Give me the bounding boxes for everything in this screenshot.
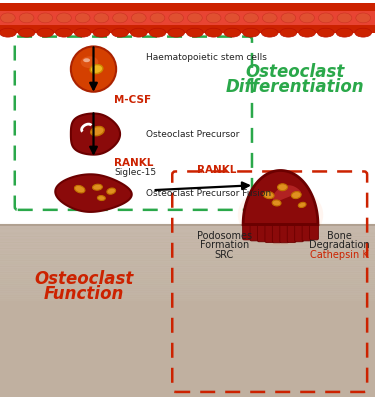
Ellipse shape xyxy=(319,13,333,23)
Ellipse shape xyxy=(261,28,278,37)
Ellipse shape xyxy=(131,13,146,23)
Ellipse shape xyxy=(262,13,277,23)
Ellipse shape xyxy=(130,28,147,37)
Text: Cathepsin K: Cathepsin K xyxy=(310,250,369,260)
Text: Function: Function xyxy=(43,284,124,302)
Ellipse shape xyxy=(168,28,184,37)
Text: Osteoclast Precursor Fusion: Osteoclast Precursor Fusion xyxy=(146,189,271,198)
Ellipse shape xyxy=(206,13,221,23)
Ellipse shape xyxy=(37,28,54,37)
Ellipse shape xyxy=(278,184,287,191)
Ellipse shape xyxy=(19,13,34,23)
Ellipse shape xyxy=(238,184,323,245)
Text: Siglec-15: Siglec-15 xyxy=(114,168,156,177)
Ellipse shape xyxy=(224,28,241,37)
Ellipse shape xyxy=(57,13,71,23)
Ellipse shape xyxy=(38,13,53,23)
Ellipse shape xyxy=(263,192,274,198)
Polygon shape xyxy=(71,114,120,155)
Ellipse shape xyxy=(98,196,105,200)
FancyBboxPatch shape xyxy=(272,221,281,243)
FancyBboxPatch shape xyxy=(302,221,311,241)
Ellipse shape xyxy=(149,28,166,37)
Ellipse shape xyxy=(355,28,371,37)
Text: Bone: Bone xyxy=(327,232,352,242)
Text: Formation: Formation xyxy=(200,240,249,250)
Ellipse shape xyxy=(272,200,281,206)
Polygon shape xyxy=(273,185,301,203)
Text: Osteoclast Precursor: Osteoclast Precursor xyxy=(146,130,239,138)
Polygon shape xyxy=(0,225,375,397)
FancyBboxPatch shape xyxy=(15,37,252,210)
Text: Osteoclast: Osteoclast xyxy=(34,270,133,288)
Ellipse shape xyxy=(356,13,371,23)
Text: Degradation: Degradation xyxy=(309,240,370,250)
Ellipse shape xyxy=(243,13,258,23)
FancyBboxPatch shape xyxy=(265,221,274,242)
Text: SRC: SRC xyxy=(215,250,234,260)
FancyBboxPatch shape xyxy=(309,221,319,240)
Ellipse shape xyxy=(81,56,98,68)
Ellipse shape xyxy=(113,13,128,23)
Ellipse shape xyxy=(94,13,109,23)
Ellipse shape xyxy=(187,28,203,37)
Polygon shape xyxy=(0,3,375,33)
Ellipse shape xyxy=(75,13,90,23)
Text: RANKL: RANKL xyxy=(114,158,154,168)
FancyBboxPatch shape xyxy=(250,221,259,241)
FancyBboxPatch shape xyxy=(243,221,251,240)
Ellipse shape xyxy=(280,28,297,37)
Ellipse shape xyxy=(107,188,115,194)
Ellipse shape xyxy=(205,28,222,37)
Ellipse shape xyxy=(291,192,301,198)
Ellipse shape xyxy=(299,28,315,37)
Polygon shape xyxy=(243,170,318,225)
Ellipse shape xyxy=(0,28,16,37)
Ellipse shape xyxy=(336,28,353,37)
Ellipse shape xyxy=(0,13,15,23)
Text: Haematopoietic stem cells: Haematopoietic stem cells xyxy=(146,53,267,62)
Ellipse shape xyxy=(250,193,311,236)
Text: Osteoclast: Osteoclast xyxy=(246,63,345,81)
Ellipse shape xyxy=(90,64,103,74)
Ellipse shape xyxy=(243,28,259,37)
Ellipse shape xyxy=(75,186,85,193)
FancyBboxPatch shape xyxy=(280,221,289,243)
FancyBboxPatch shape xyxy=(295,221,304,242)
Ellipse shape xyxy=(298,202,306,208)
Ellipse shape xyxy=(93,184,102,190)
Text: Podosomes: Podosomes xyxy=(197,232,252,242)
Ellipse shape xyxy=(150,13,165,23)
Text: RANKL: RANKL xyxy=(197,165,236,175)
Text: Differentiation: Differentiation xyxy=(226,78,365,96)
Polygon shape xyxy=(0,220,375,225)
Circle shape xyxy=(71,46,116,92)
Ellipse shape xyxy=(74,28,91,37)
Ellipse shape xyxy=(337,13,352,23)
Ellipse shape xyxy=(245,189,316,240)
Ellipse shape xyxy=(93,28,110,37)
Polygon shape xyxy=(0,11,375,25)
Ellipse shape xyxy=(187,13,202,23)
Ellipse shape xyxy=(300,13,314,23)
Ellipse shape xyxy=(256,197,305,232)
Polygon shape xyxy=(55,174,132,212)
Text: M-CSF: M-CSF xyxy=(114,95,151,105)
Ellipse shape xyxy=(56,28,72,37)
Ellipse shape xyxy=(225,13,240,23)
FancyBboxPatch shape xyxy=(258,221,266,242)
Ellipse shape xyxy=(18,28,35,37)
Ellipse shape xyxy=(169,13,184,23)
Ellipse shape xyxy=(317,28,334,37)
FancyBboxPatch shape xyxy=(287,221,296,242)
Ellipse shape xyxy=(83,58,90,62)
Ellipse shape xyxy=(112,28,128,37)
Ellipse shape xyxy=(91,126,104,136)
Ellipse shape xyxy=(281,13,296,23)
